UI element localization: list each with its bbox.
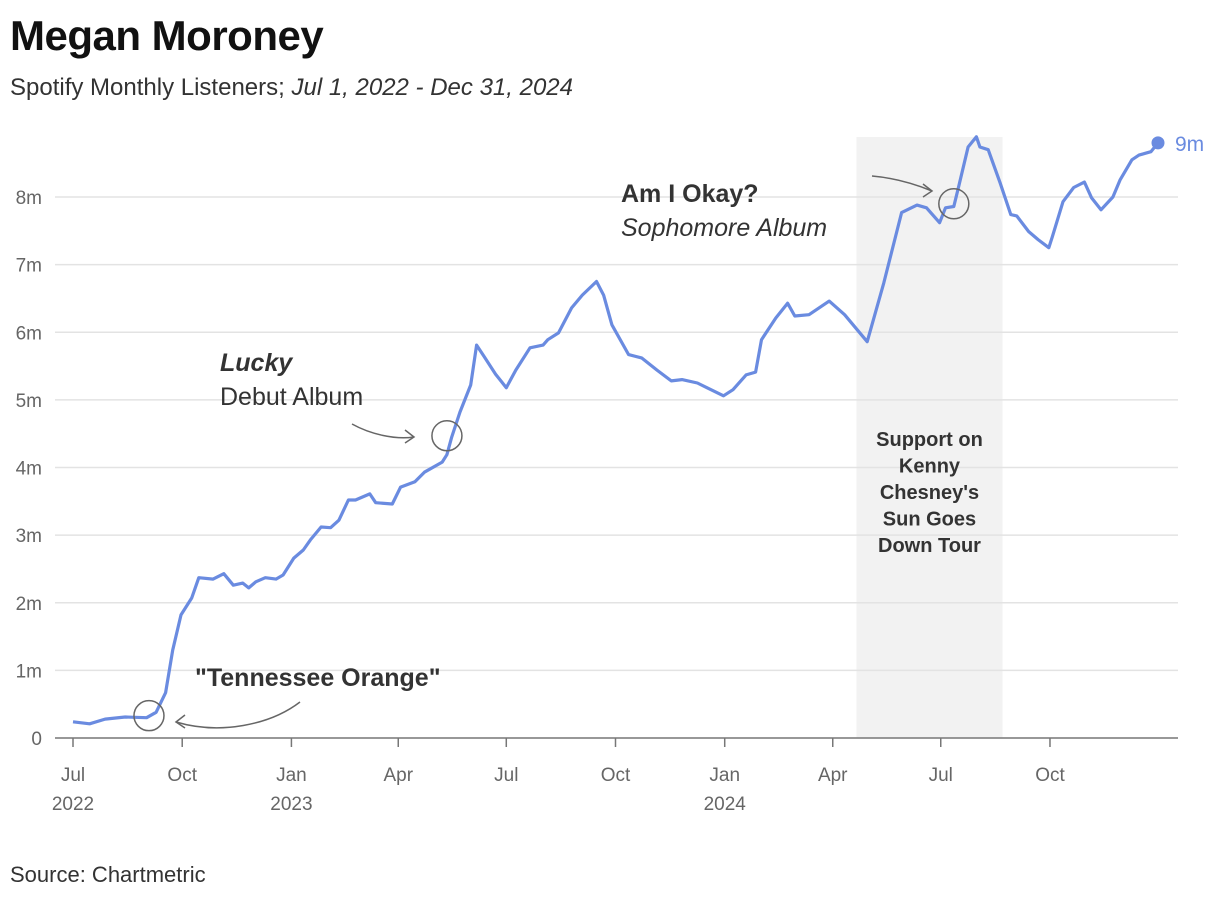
chart-subtitle: Spotify Monthly Listeners; Jul 1, 2022 -…	[10, 74, 573, 102]
y-tick-label: 6m	[16, 323, 42, 344]
x-tick-label: Apr	[383, 765, 413, 786]
x-tick-label: Jan	[709, 765, 740, 786]
y-tick-label: 4m	[16, 459, 42, 480]
source-note: Source: Chartmetric	[10, 862, 206, 887]
shaded-period-label: Down Tour	[878, 535, 981, 557]
annotation-label: Debut Album	[220, 383, 363, 411]
y-tick-label: 1m	[16, 661, 42, 682]
annotation-label: Lucky	[220, 349, 293, 377]
y-tick-label: 5m	[16, 391, 42, 412]
x-tick-label: Apr	[818, 765, 848, 786]
arrowhead-icon	[174, 714, 186, 729]
y-tick-label: 2m	[16, 594, 42, 615]
annotation-label: Sophomore Album	[621, 214, 827, 242]
annotation-circle	[431, 419, 463, 452]
y-tick-label: 0	[31, 729, 42, 750]
x-tick-label: Jan	[276, 765, 307, 786]
annotation-arrow	[175, 701, 301, 729]
annotation-arrow	[351, 423, 415, 439]
x-tick-label: Oct	[1035, 765, 1065, 786]
shaded-tour-period	[856, 137, 1003, 738]
annotation-circle	[133, 699, 165, 732]
shaded-period-label: Sun Goes	[883, 509, 976, 531]
x-tick-label: Jul	[929, 765, 953, 786]
subtitle-range: Jul 1, 2022 - Dec 31, 2024	[291, 74, 573, 101]
x-tick-year: 2023	[270, 794, 312, 815]
x-tick-label: Jul	[494, 765, 518, 786]
shaded-period-label: Support on	[876, 429, 983, 451]
annotation-label: "Tennessee Orange"	[195, 664, 441, 692]
end-value-label: 9m	[1175, 133, 1204, 156]
x-tick-label: Jul	[61, 765, 85, 786]
annotation-label: Am I Okay?	[621, 180, 759, 208]
y-tick-label: 3m	[16, 526, 42, 547]
shaded-period-label: Chesney's	[880, 482, 979, 504]
subtitle-metric: Spotify Monthly Listeners;	[10, 74, 292, 101]
x-tick-year: 2024	[704, 794, 747, 815]
arrowhead-icon	[404, 429, 416, 444]
chart-title: Megan Moroney	[10, 12, 324, 59]
y-tick-label: 8m	[16, 188, 42, 209]
listeners-line	[72, 135, 1160, 726]
x-tick-label: Oct	[601, 765, 631, 786]
y-tick-label: 7m	[16, 256, 42, 277]
end-point-marker	[1151, 136, 1165, 150]
annotation-circle	[938, 188, 970, 220]
x-tick-label: Oct	[167, 765, 197, 786]
x-tick-year: 2022	[52, 794, 94, 815]
shaded-period-label: Kenny	[899, 456, 961, 478]
annotation-arrow	[871, 175, 933, 192]
arrowhead-icon	[922, 183, 934, 198]
